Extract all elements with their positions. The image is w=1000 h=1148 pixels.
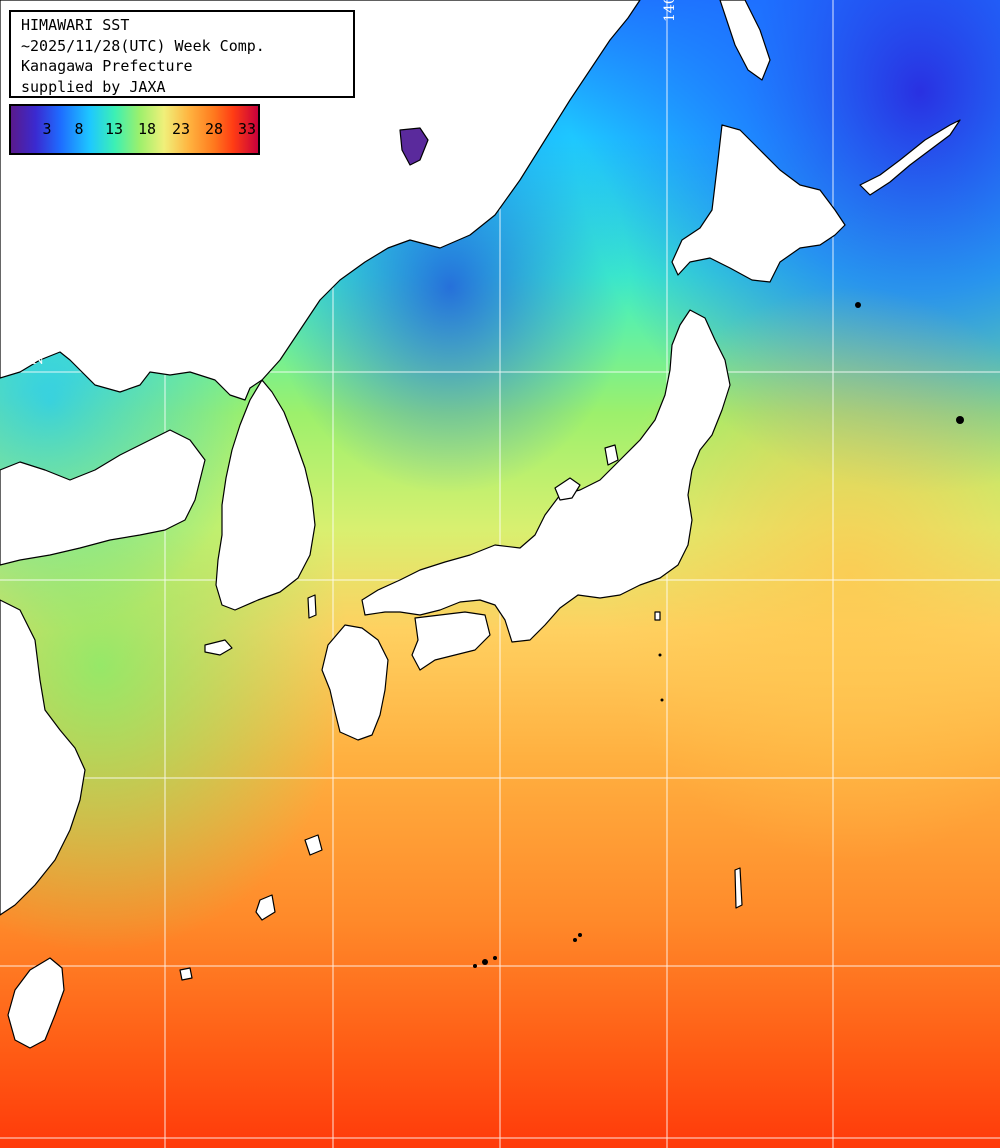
land-shikoku: [411, 611, 491, 671]
land-taiwan: [7, 957, 65, 1049]
land-kyushu: [321, 624, 389, 741]
land-small-island-north: [399, 127, 429, 166]
legend-tick-8: 8: [74, 120, 84, 138]
land-korea: [215, 379, 316, 611]
title-box: HIMAWARI SST ~2025/11/28(UTC) Week Comp.…: [9, 10, 355, 98]
temperature-legend: 3 8 13 18 23 28 33: [9, 104, 260, 155]
title-line-3: Kanagawa Prefecture: [21, 57, 193, 75]
land-hokkaido: [671, 124, 846, 283]
land-izu: [654, 611, 661, 621]
legend-tick-28: 28: [204, 120, 224, 138]
land-china-east: [0, 599, 86, 916]
land-ryukyu-2: [255, 894, 276, 921]
legend-tick-13: 13: [104, 120, 124, 138]
land-ryukyu-3: [179, 967, 193, 981]
land: [0, 0, 961, 1049]
land-honshu: [361, 309, 731, 643]
legend-tick-3: 3: [42, 120, 52, 138]
land-noto: [554, 477, 581, 501]
title-line-4: supplied by JAXA: [21, 77, 166, 96]
title-line-2: ~2025/11/28(UTC) Week Comp.: [21, 36, 265, 55]
land-tsushima: [307, 594, 317, 619]
longitude-label-140e: 140E: [662, 0, 678, 22]
legend-labels: 3 8 13 18 23 28 33: [11, 120, 258, 140]
land-ryukyu-1: [304, 834, 323, 856]
land-ogasawara: [734, 867, 743, 909]
land-china-north: [0, 429, 206, 566]
land-jeju: [204, 639, 233, 656]
legend-tick-23: 23: [171, 120, 191, 138]
latitude-label-40n: 40N: [14, 352, 45, 368]
title-line-1: HIMAWARI SST: [21, 16, 130, 34]
land-sado: [604, 444, 619, 466]
land-russia-mainland: [0, 0, 641, 401]
land-kurils: [859, 119, 961, 196]
islets: [473, 302, 964, 968]
legend-tick-18: 18: [137, 120, 157, 138]
legend-tick-33: 33: [237, 120, 257, 138]
land-sakhalin: [719, 0, 771, 81]
